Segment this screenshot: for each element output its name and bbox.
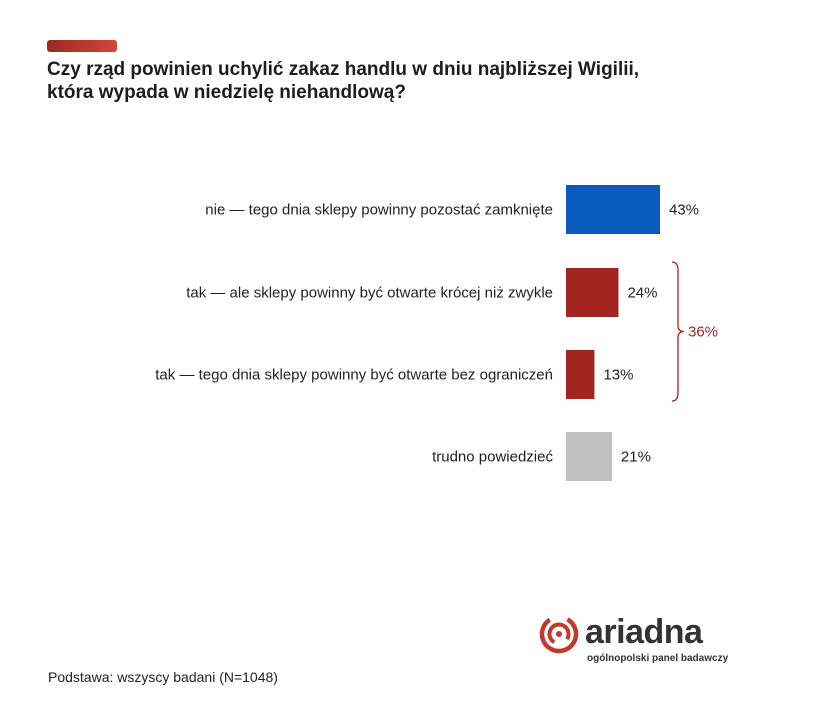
category-label: tak — tego dnia sklepy powinny być otwar… xyxy=(155,367,553,384)
chart-title-line-1: Czy rząd powinien uchylić zakaz handlu w… xyxy=(47,59,640,80)
accent-bar xyxy=(47,40,117,52)
logo-wordmark: ariadna xyxy=(585,613,703,651)
footnote: Podstawa: wszyscy badani (N=1048) xyxy=(48,669,278,685)
group-bracket xyxy=(671,261,685,402)
ariadna-logo: ariadna ogólnopolski panel badawczy xyxy=(538,612,738,667)
chart-title-line-2: która wypada w niedzielę niehandlową? xyxy=(47,82,406,103)
ariadna-spiral-logo-icon xyxy=(539,614,579,654)
bar xyxy=(566,432,612,481)
chart-title: Czy rząd powinien uchylić zakaz handlu w… xyxy=(47,58,787,104)
category-label: tak — ale sklepy powinny być otwarte kró… xyxy=(186,285,553,302)
bar xyxy=(566,350,595,399)
category-label: nie — tego dnia sklepy powinny pozostać … xyxy=(205,202,553,219)
value-label: 24% xyxy=(627,285,657,302)
value-label: 43% xyxy=(669,202,699,219)
value-label: 21% xyxy=(621,449,651,466)
category-label: trudno powiedzieć xyxy=(432,449,553,466)
bar xyxy=(566,185,660,234)
logo-tagline: ogólnopolski panel badawczy xyxy=(587,653,729,664)
value-label: 13% xyxy=(603,367,633,384)
bar xyxy=(566,268,619,317)
group-total-label: 36% xyxy=(688,324,718,341)
